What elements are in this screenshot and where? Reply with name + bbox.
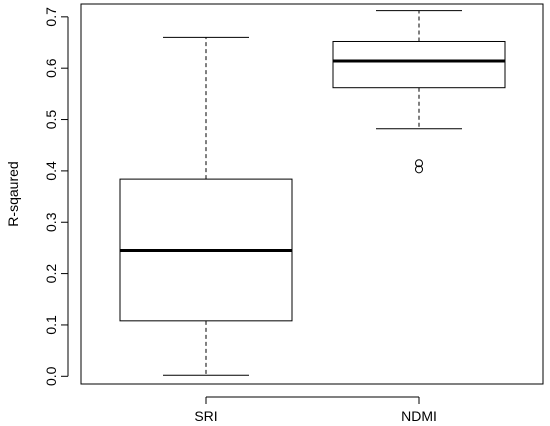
outlier-point bbox=[415, 165, 423, 174]
plot-frame bbox=[80, 3, 544, 385]
y-tick-label: 0.1 bbox=[43, 315, 59, 335]
y-tick-label: 0.6 bbox=[43, 58, 59, 78]
y-tick-label: 0.7 bbox=[43, 7, 59, 27]
box-ndmi bbox=[332, 10, 506, 174]
y-axis-label: R-sqaured bbox=[5, 161, 21, 226]
x-tick-label: NDMI bbox=[401, 408, 437, 424]
x-tick-label: SRI bbox=[194, 408, 217, 424]
iqr-box bbox=[332, 40, 506, 89]
y-axis: 0.0 0.1 0.2 0.3 0.4 0.5 0.6 0.7 bbox=[43, 7, 69, 386]
outlier-point bbox=[415, 159, 423, 168]
y-tick-label: 0.3 bbox=[43, 212, 59, 232]
y-tick-label: 0.4 bbox=[43, 161, 59, 181]
box-sri bbox=[119, 36, 293, 376]
boxes-layer bbox=[119, 10, 506, 376]
y-tick-label: 0.2 bbox=[43, 264, 59, 284]
y-tick-label: 0.5 bbox=[43, 110, 59, 130]
x-axis: SRI NDMI bbox=[194, 396, 437, 424]
y-tick-label: 0.0 bbox=[43, 366, 59, 386]
